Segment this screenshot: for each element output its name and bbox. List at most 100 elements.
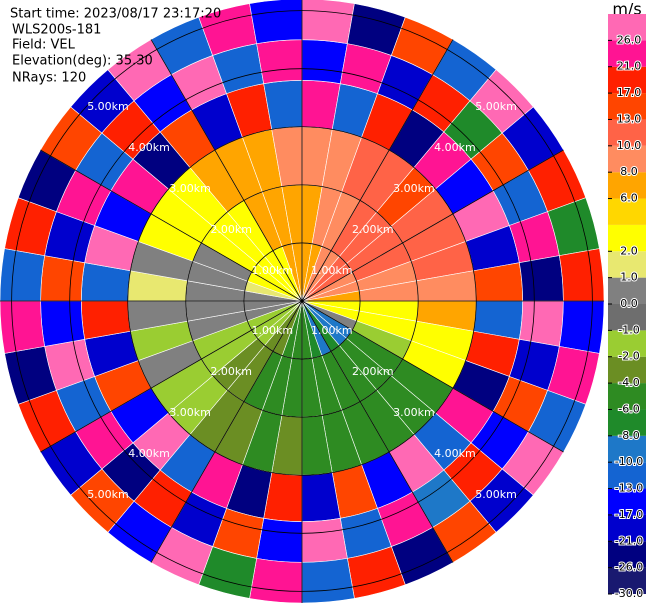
- header-line: Elevation(deg): 35.30: [12, 54, 153, 69]
- range-label: 4.00km: [434, 141, 476, 154]
- colorbar-tick-label: 2.0: [620, 244, 638, 257]
- colorbar-tick-label: -2.0: [618, 350, 639, 363]
- radial-line: [301, 39, 454, 302]
- colorbar-segment: [608, 409, 646, 436]
- range-ring: [127, 126, 477, 476]
- colorbar-segment: [608, 383, 646, 410]
- radial-line: [301, 149, 564, 302]
- range-label: 1.00km: [251, 324, 293, 337]
- labels: 1.00km 1.00km 1.00km 1.00km 2.00km 2.00km 2.00…: [87, 100, 517, 501]
- radial-line: [150, 39, 303, 302]
- header-line: Field: VEL: [12, 38, 76, 53]
- range-label: 4.00km: [128, 447, 170, 460]
- colorbar-segment: [608, 172, 646, 199]
- colorbar-segment: [608, 330, 646, 357]
- range-label: 1.00km: [311, 324, 353, 337]
- colorbar-tick-label: -4.0: [618, 376, 639, 389]
- radial-line: [150, 300, 303, 563]
- colorbar-tick-label: -26.0: [615, 561, 643, 574]
- colorbar-segment: [608, 224, 646, 252]
- colorbar-segment: [608, 251, 646, 278]
- colorbar-segment: [608, 435, 646, 463]
- colorbar-segment: [608, 567, 646, 594]
- colorbar-tick-label: 13.0: [617, 112, 642, 125]
- range-label: 1.00km: [311, 264, 353, 277]
- range-label: 3.00km: [169, 182, 211, 195]
- colorbar: 26.0 21.0 17.0 13.0 10.0 8.0 6.0 2.0 1.0 0.0 -1.0 -…: [608, 14, 646, 601]
- velocity-cell: [301, 517, 348, 563]
- velocity-cell: [0, 248, 45, 302]
- colorbar-tick-label: -6.0: [618, 402, 639, 415]
- radial-line: [40, 149, 303, 302]
- range-label: 3.00km: [393, 182, 435, 195]
- velocity-cell: [559, 300, 605, 354]
- colorbar-tick-label: -21.0: [615, 534, 643, 547]
- range-label: 3.00km: [169, 406, 211, 419]
- range-ring: [69, 68, 535, 534]
- velocity-cell: [256, 517, 303, 563]
- header-line: NRays: 120: [12, 71, 86, 86]
- radial-line: [301, 300, 454, 563]
- range-label: 2.00km: [352, 365, 394, 378]
- range-label: 3.00km: [393, 406, 435, 419]
- velocity-cell: [0, 300, 45, 354]
- colorbar-segment: [608, 145, 646, 173]
- colorbar-tick-label: 0.0: [620, 297, 638, 310]
- range-label: 1.00km: [251, 264, 293, 277]
- colorbar-segment: [608, 66, 646, 94]
- velocity-cell: [256, 39, 303, 85]
- velocity-cell: [249, 0, 303, 44]
- range-label: 2.00km: [210, 223, 252, 236]
- velocity-cell: [40, 300, 86, 347]
- radar-cells: [0, 0, 605, 604]
- colorbar-tick-label: -1.0: [618, 323, 639, 336]
- velocity-cell: [518, 300, 564, 347]
- overlay: [0, 0, 604, 603]
- velocity-cell: [301, 558, 355, 604]
- range-label: 5.00km: [475, 488, 517, 501]
- colorbar-segment: [608, 119, 646, 146]
- colorbar-tick-label: 10.0: [617, 139, 642, 152]
- range-label: 5.00km: [475, 100, 517, 113]
- velocity-cell: [559, 248, 605, 302]
- radial-line: [40, 300, 303, 453]
- velocity-cell: [249, 558, 303, 604]
- range-label: 5.00km: [87, 488, 129, 501]
- colorbar-segment: [608, 488, 646, 515]
- velocity-cell: [301, 0, 355, 44]
- colorbar-segment: [608, 14, 646, 41]
- colorbar-segment: [608, 277, 646, 304]
- range-label: 4.00km: [128, 141, 170, 154]
- colorbar-tick-label: -8.0: [618, 429, 639, 442]
- colorbar-segment: [608, 462, 646, 489]
- colorbar-segment: [608, 514, 646, 542]
- range-ring: [185, 184, 419, 418]
- colorbar-segment: [608, 541, 646, 568]
- velocity-cell: [518, 255, 564, 302]
- header-line: Start time: 2023/08/17 23:17:20: [10, 7, 221, 22]
- colorbar-segment: [608, 198, 646, 225]
- header-line: WLS200s-181: [12, 23, 101, 38]
- colorbar-segment: [608, 40, 646, 67]
- colorbar-segment: [608, 93, 646, 120]
- colorbar-tick-label: -10.0: [615, 455, 643, 468]
- colorbar-tick-label: 17.0: [617, 86, 642, 99]
- colorbar-segment: [608, 304, 646, 331]
- colorbar-label: m/s: [612, 0, 641, 19]
- range-label: 2.00km: [210, 365, 252, 378]
- range-label: 5.00km: [87, 100, 129, 113]
- colorbar-tick-label: -17.0: [615, 508, 643, 521]
- radial-line: [301, 300, 564, 453]
- colorbar-tick-label: 8.0: [620, 165, 638, 178]
- velocity-cell: [301, 39, 348, 85]
- range-label: 4.00km: [434, 447, 476, 460]
- colorbar-tick-label: 26.0: [617, 33, 642, 46]
- range-ring: [11, 10, 593, 592]
- colorbar-tick-label: 6.0: [620, 192, 638, 205]
- range-ring: [243, 242, 361, 360]
- velocity-cell: [40, 255, 86, 302]
- colorbar-tick-label: -13.0: [615, 482, 643, 495]
- colorbar-tick-label: -30.0: [615, 587, 643, 600]
- colorbar-tick-label: 1.0: [620, 271, 638, 284]
